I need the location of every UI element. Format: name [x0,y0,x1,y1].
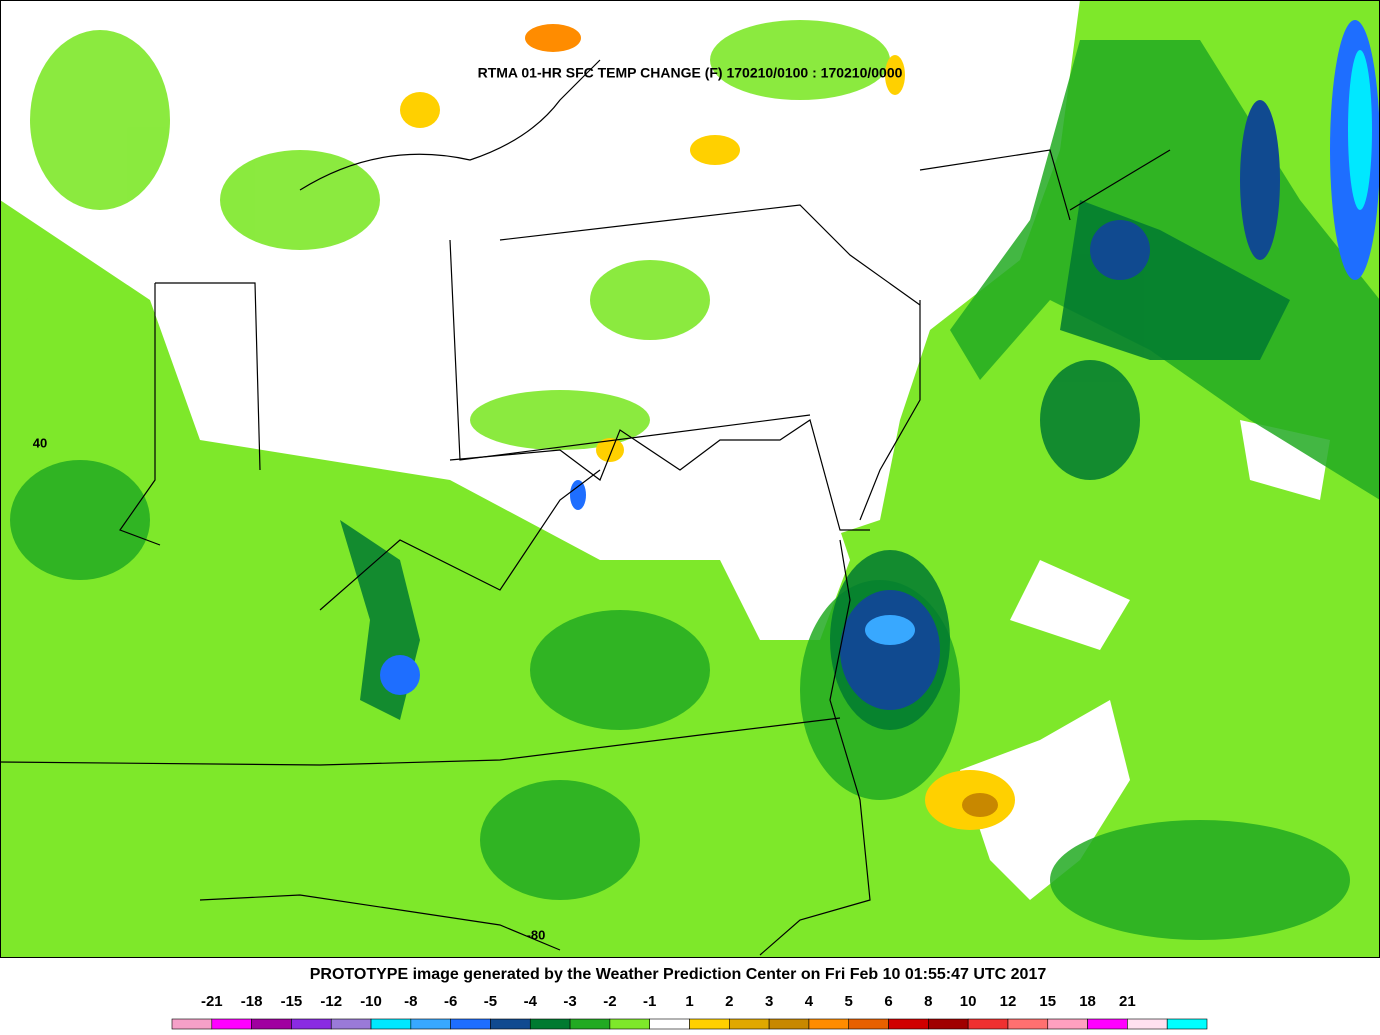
colorbar-label: 6 [884,993,892,1010]
colorbar-label: -4 [524,993,538,1010]
colorbar-label: 12 [1000,993,1017,1010]
latitude-label: 40 [33,435,47,450]
longitude-label: -80 [527,927,546,942]
map-title: RTMA 01-HR SFC TEMP CHANGE (F) 170210/01… [478,65,903,81]
colorbar-label: -3 [563,993,576,1010]
colorbar-swatch [1166,1018,1208,1030]
colorbar-swatch [569,1018,611,1030]
colorbar-swatch [768,1018,810,1030]
colorbar-swatch [330,1018,372,1030]
colorbar-swatch [490,1018,531,1030]
colorbar-swatch [729,1018,770,1030]
light-green-patches [0,20,890,480]
footer-credit: PROTOTYPE image generated by the Weather… [310,966,1047,983]
colorbar-swatch [370,1018,412,1030]
colorbar-swatch [1087,1018,1128,1030]
colorbar-swatch [291,1018,332,1030]
map: RTMA 01-HR SFC TEMP CHANGE (F) 170210/01… [0,0,1380,958]
colorbar-swatch [649,1018,690,1030]
colorbar-label: 21 [1119,993,1136,1010]
colorbar-label: -10 [360,993,382,1010]
colorbar-swatch [928,1018,969,1030]
boundaries [0,59,1171,956]
colorbar-label: -12 [320,993,342,1010]
colorbar-label: 18 [1079,993,1096,1010]
colorbar-swatch [211,1018,252,1030]
colorbar-swatch [251,1018,292,1030]
colorbar-swatch [410,1018,451,1030]
warm-areas [400,24,1015,830]
colorbar-label: 15 [1039,993,1056,1010]
colorbar-label: 10 [960,993,977,1010]
colorbar-swatch [967,1018,1009,1030]
colorbar-label: -18 [241,993,263,1010]
colorbar-swatch [171,1018,213,1030]
colorbar-label: 4 [805,993,814,1010]
colorbar-label: -6 [444,993,457,1010]
colorbar-label: -21 [201,993,223,1010]
colorbar: -21 -18 -15 -12 -10 -8 -6 -5 -4 -3 -2 -1 1 2 3 4 5 6 8 10 12… [171,993,1208,1030]
cold-areas [380,20,1380,710]
colorbar-swatch [848,1018,889,1030]
colorbar-swatch [689,1018,730,1030]
colorbar-label: 2 [725,993,733,1010]
colorbar-label: -15 [281,993,303,1010]
colorbar-label: -2 [603,993,616,1010]
colorbar-label: -5 [484,993,497,1010]
colorbar-swatch [1127,1018,1168,1030]
colorbar-swatch [529,1018,571,1030]
colorbar-label: 1 [685,993,693,1010]
colorbar-swatch [1007,1018,1049,1030]
colorbar-swatch [1047,1018,1088,1030]
colorbar-label: -8 [404,993,417,1010]
colorbar-label: -1 [643,993,656,1010]
colorbar-swatch [450,1018,491,1030]
colorbar-swatch [888,1018,929,1030]
colorbar-swatch [808,1018,850,1030]
colorbar-label: 8 [924,993,932,1010]
colorbar-swatch [609,1018,650,1030]
colorbar-label: 3 [765,993,773,1010]
colorbar-label: 5 [845,993,853,1010]
